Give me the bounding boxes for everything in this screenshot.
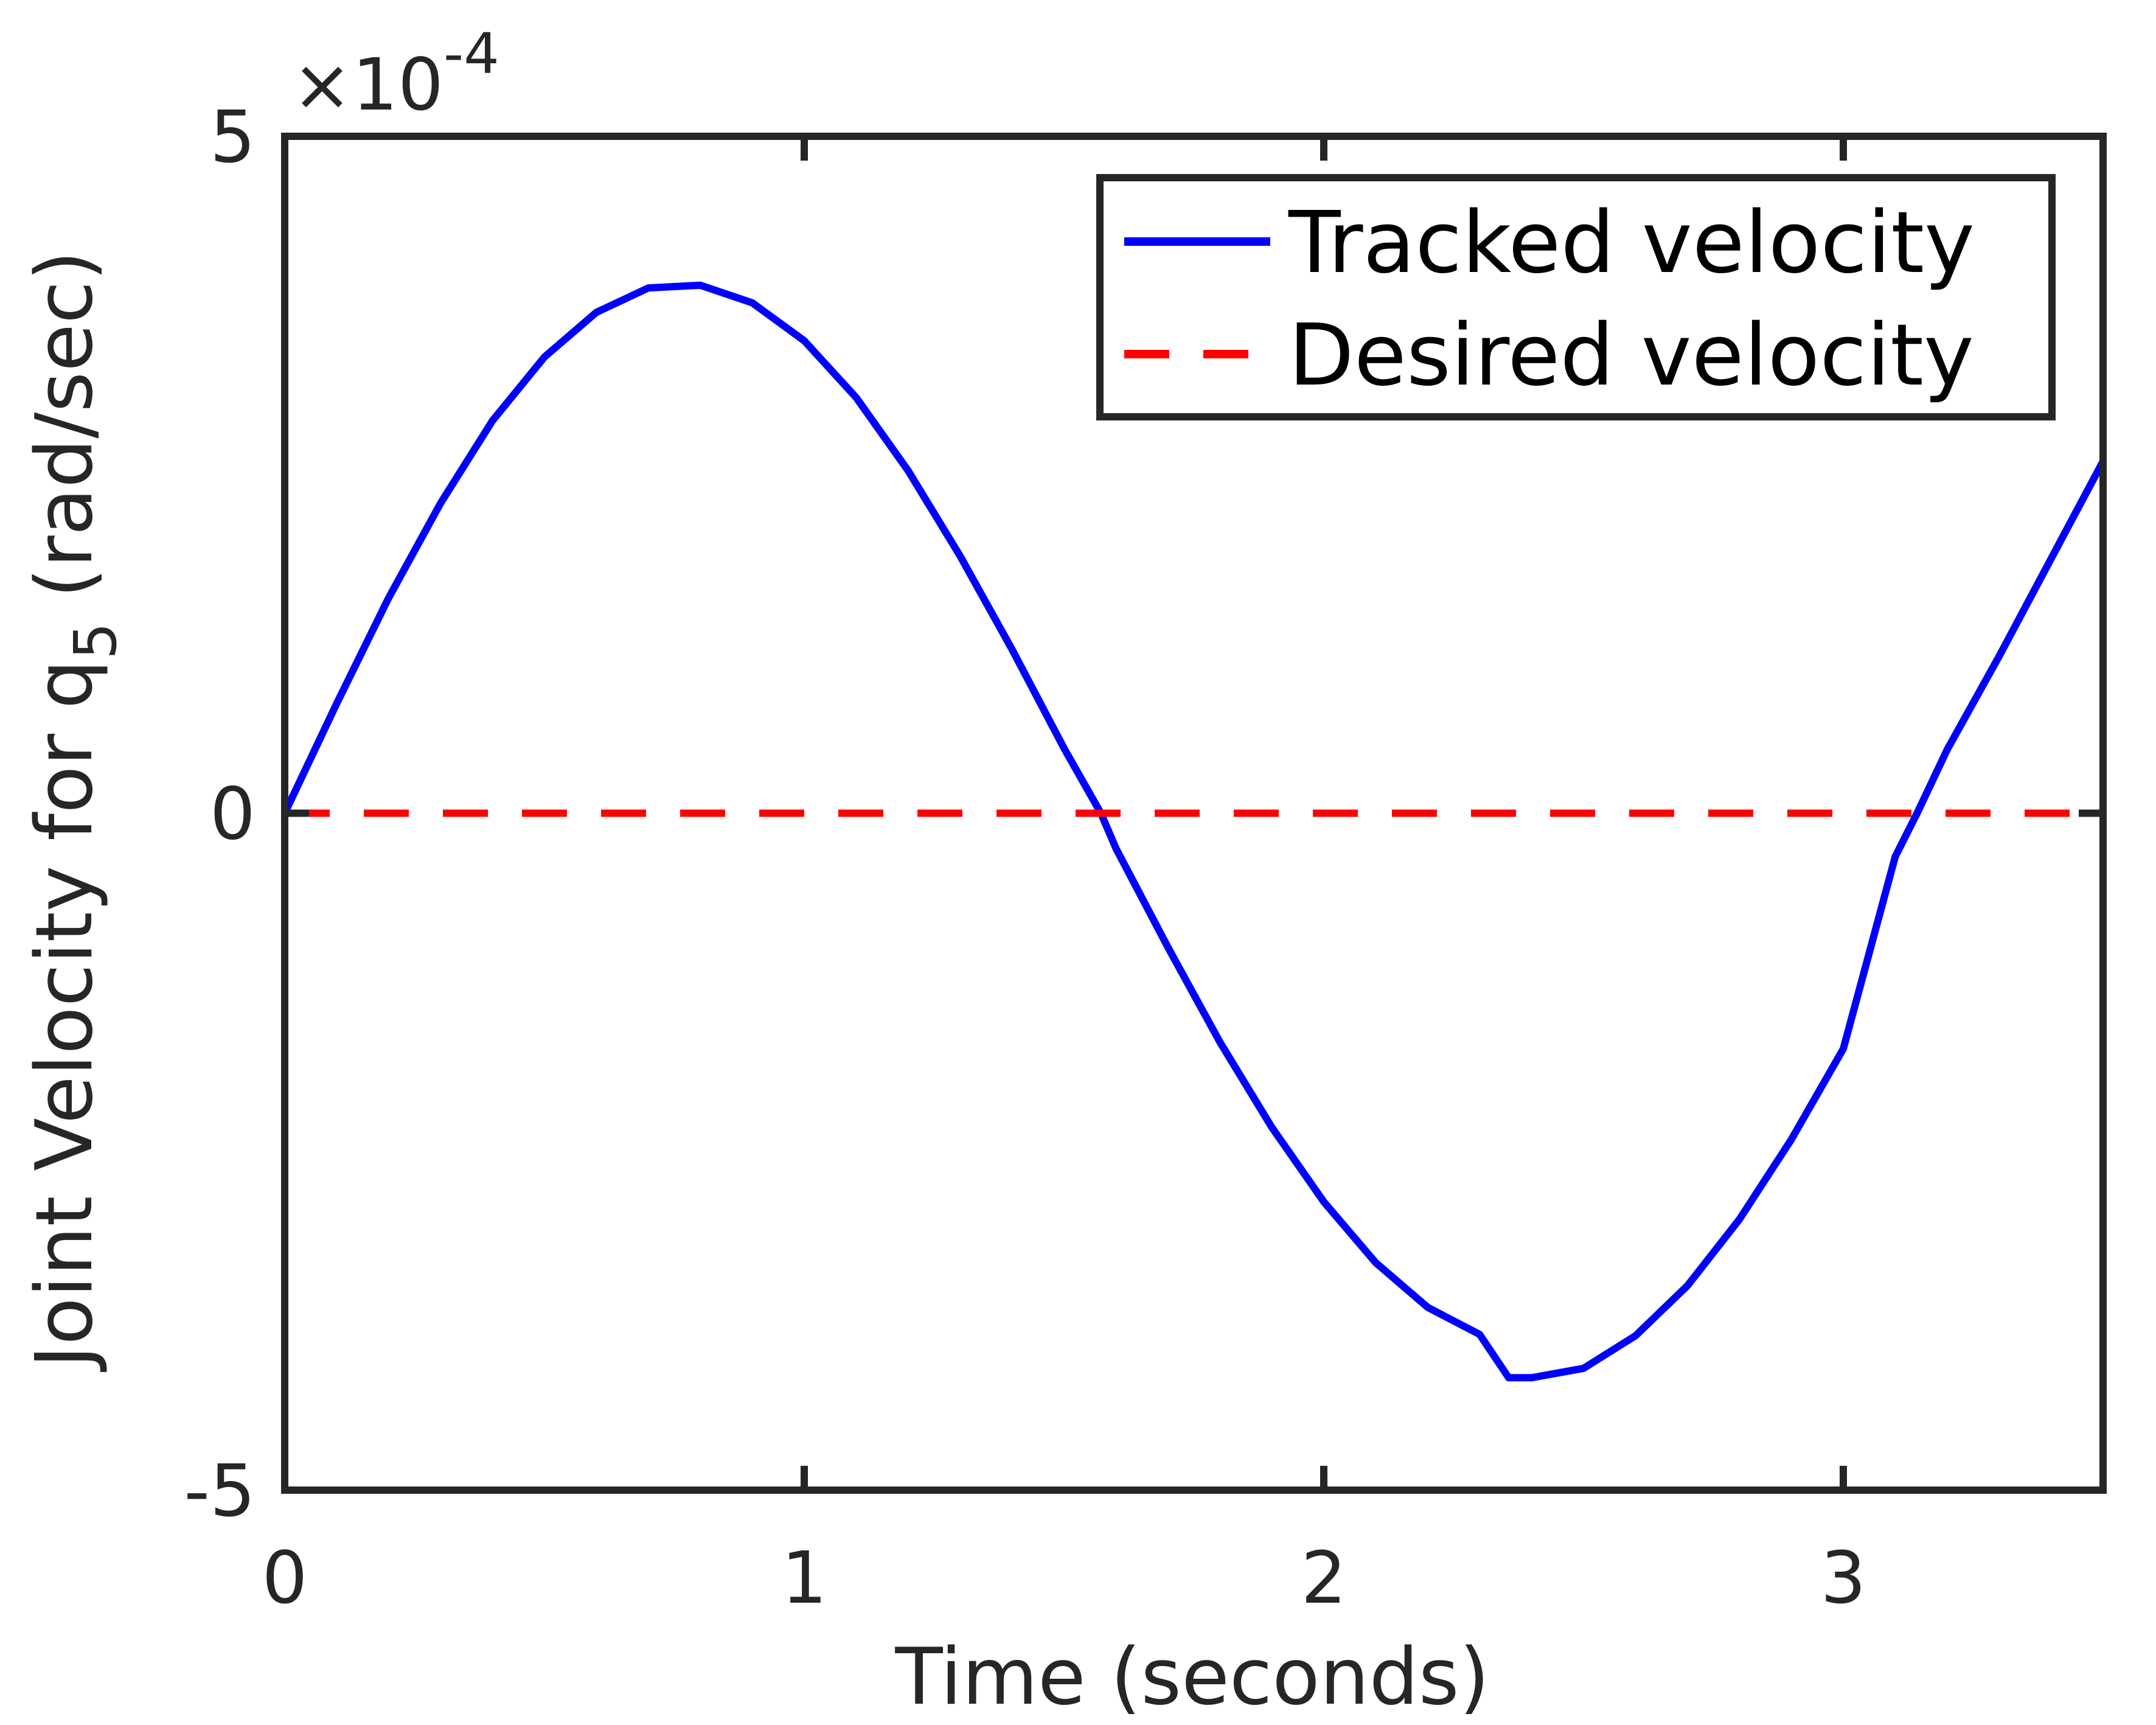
y-axis-label-unit: (rad/sec) bbox=[19, 251, 110, 598]
x-tick-label: 3 bbox=[1820, 1536, 1866, 1620]
x-axis-label: Time (seconds) bbox=[895, 1632, 1490, 1723]
legend-box bbox=[1096, 174, 2056, 420]
y-axis-label-main: Joint Velocity for q bbox=[19, 660, 110, 1372]
x-tick-label: 2 bbox=[1301, 1536, 1346, 1620]
y-multiplier-base: ×10 bbox=[292, 43, 443, 127]
legend: Tracked velocity Desired velocity bbox=[1096, 174, 2056, 420]
legend-label: Tracked velocity bbox=[1288, 193, 1975, 293]
y-axis-label: Joint Velocity for q5 (rad/sec) bbox=[19, 251, 130, 1373]
labels-layer: Time (seconds) Joint Velocity for q5(rad… bbox=[19, 21, 1490, 1723]
y-axis-label-subscript: 5 bbox=[61, 622, 130, 660]
y-multiplier-exponent: -4 bbox=[443, 21, 499, 86]
x-tick-label: 0 bbox=[262, 1536, 307, 1620]
y-tick-label: 5 bbox=[210, 95, 256, 179]
axes-layer: 0 1 2 3-505 bbox=[184, 95, 2107, 1620]
plot-layer bbox=[281, 281, 2107, 1382]
y-multiplier: ×10-4 bbox=[292, 21, 499, 127]
x-tick-label: 1 bbox=[781, 1536, 827, 1620]
y-tick-label: -5 bbox=[184, 1449, 256, 1533]
y-tick-label: 0 bbox=[210, 772, 256, 856]
legend-label: Desired velocity bbox=[1288, 306, 1974, 405]
series-line-tracked-velocity bbox=[281, 281, 2107, 1382]
